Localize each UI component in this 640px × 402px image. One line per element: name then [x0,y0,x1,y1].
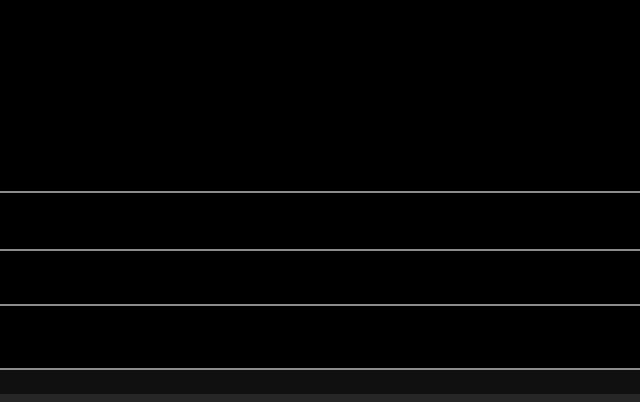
bottom-scroll-strip[interactable] [0,394,640,402]
ema-50-legend [19,38,27,52]
header-title-row [8,2,40,17]
ema-9-legend [2,38,10,52]
panel-divider [0,304,640,306]
rsi-label-row [8,254,32,268]
ema-legend-row [2,38,70,52]
cci-panel[interactable] [0,193,640,249]
volume-panel[interactable] [0,306,640,368]
x-axis [0,370,640,394]
volume-chart-canvas[interactable] [0,306,640,368]
cci-chart-canvas[interactable] [0,193,640,249]
panel-divider [0,191,640,193]
volume-label-row [8,309,38,323]
panel-divider [0,368,640,370]
cci-label-row [8,196,32,210]
ohlc-readout-row [7,20,105,34]
rsi-chart-canvas[interactable] [0,251,640,304]
ema-34-legend [53,38,61,52]
ema-20-legend [36,38,44,52]
panel-divider [0,249,640,251]
price-chart-panel[interactable] [0,0,640,191]
rsi-panel[interactable] [0,251,640,304]
